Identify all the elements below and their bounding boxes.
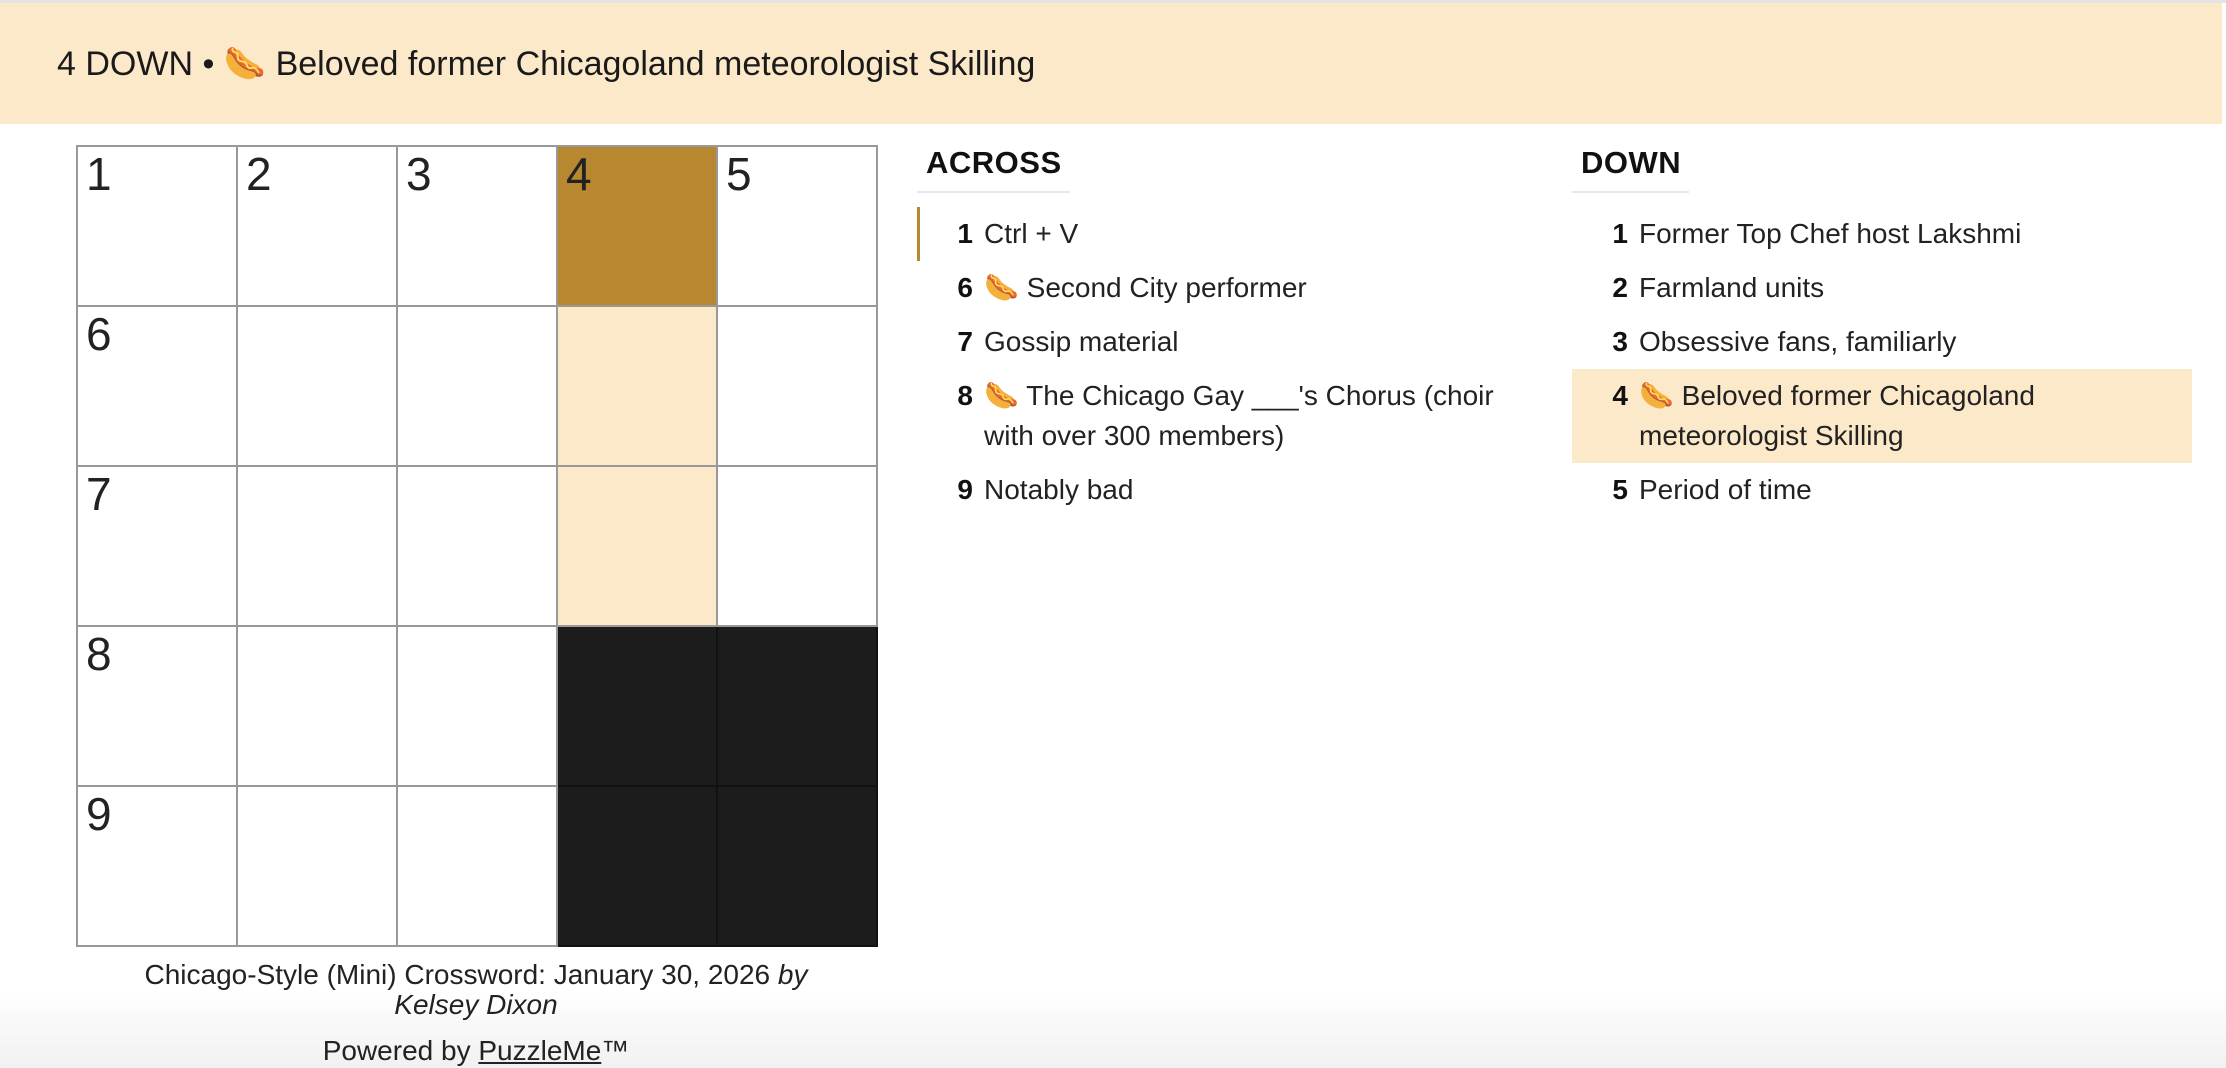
clue-number: 5	[1612, 474, 1628, 505]
top-border	[0, 0, 2226, 3]
cell-number: 7	[86, 468, 112, 520]
cell-number: 8	[86, 628, 112, 680]
clue-text: 🌭 The Chicago Gay ___'s Chorus (choir wi…	[984, 380, 1494, 451]
current-clue-bar: 4 DOWN • 🌭 Beloved former Chicagoland me…	[0, 3, 2222, 124]
current-clue-text: 4 DOWN • 🌭 Beloved former Chicagoland me…	[57, 44, 1036, 83]
grid-cell-r5c3[interactable]	[398, 787, 558, 947]
puzzleme-link[interactable]: PuzzleMe	[478, 1035, 602, 1066]
cell-number: 4	[566, 148, 592, 200]
across-clue-6[interactable]: 6 🌭 Second City performer	[917, 261, 1537, 315]
across-clue-list: 1 Ctrl + V 6 🌭 Second City performer 7 G…	[917, 207, 1537, 517]
clue-number: 8	[957, 380, 973, 411]
clue-text: Gossip material	[984, 326, 1179, 357]
clue-number: 9	[957, 474, 973, 505]
clue-text: 🌭 Beloved former Chicagoland meteorologi…	[1639, 380, 2035, 451]
grid-cell-r2c4[interactable]	[558, 307, 718, 467]
grid-cell-r2c3[interactable]	[398, 307, 558, 467]
grid-cell-r1c3[interactable]: 3	[398, 147, 558, 307]
clue-text: Period of time	[1639, 474, 1812, 505]
down-clue-5[interactable]: 5 Period of time	[1572, 463, 2192, 517]
across-clue-9[interactable]: 9 Notably bad	[917, 463, 1537, 517]
clue-text: Obsessive fans, familiarly	[1639, 326, 1957, 357]
grid-cell-r1c4-selected[interactable]: 4	[558, 147, 718, 307]
clue-number: 2	[1612, 272, 1628, 303]
grid-cell-r3c1[interactable]: 7	[78, 467, 238, 627]
grid-cell-r3c4[interactable]	[558, 467, 718, 627]
across-heading: ACROSS	[917, 145, 1070, 193]
down-clue-3[interactable]: 3 Obsessive fans, familiarly	[1572, 315, 2192, 369]
across-clue-8[interactable]: 8 🌭 The Chicago Gay ___'s Chorus (choir …	[917, 369, 1537, 463]
clue-text: Farmland units	[1639, 272, 1825, 303]
down-clue-4-active[interactable]: 4 🌭 Beloved former Chicagoland meteorolo…	[1572, 369, 2192, 463]
grid-cell-r3c5[interactable]	[718, 467, 878, 627]
clue-number: 4	[1612, 380, 1628, 411]
clue-text: Ctrl + V	[984, 218, 1079, 249]
cell-number: 1	[86, 148, 112, 200]
cell-number: 5	[726, 148, 752, 200]
grid-cell-r4c2[interactable]	[238, 627, 398, 787]
black-cell	[558, 627, 718, 787]
grid-cell-r4c3[interactable]	[398, 627, 558, 787]
grid-cell-r2c2[interactable]	[238, 307, 398, 467]
across-clue-7[interactable]: 7 Gossip material	[917, 315, 1537, 369]
clue-number: 1	[1612, 218, 1628, 249]
cell-number: 2	[246, 148, 272, 200]
byline-by: by	[777, 959, 808, 990]
clue-text: Notably bad	[984, 474, 1134, 505]
grid-cell-r1c1[interactable]: 1	[78, 147, 238, 307]
crossword-grid: 1 2 3 4 5 6 7 8 9	[76, 145, 878, 947]
down-clues-panel: DOWN 1 Former Top Chef host Lakshmi 2 Fa…	[1572, 145, 2192, 517]
clue-number: 1	[957, 218, 973, 249]
grid-cell-r4c1[interactable]: 8	[78, 627, 238, 787]
across-clue-1[interactable]: 1 Ctrl + V	[917, 207, 1537, 261]
clue-text: Former Top Chef host Lakshmi	[1639, 218, 2022, 249]
grid-cell-r1c2[interactable]: 2	[238, 147, 398, 307]
puzzle-caption: Chicago-Style (Mini) Crossword: January …	[76, 960, 876, 1020]
clue-number: 7	[957, 326, 973, 357]
clue-number: 3	[1612, 326, 1628, 357]
trademark: ™	[601, 1035, 630, 1066]
down-clue-2[interactable]: 2 Farmland units	[1572, 261, 2192, 315]
cell-number: 6	[86, 308, 112, 360]
powered-by: Powered by PuzzleMe™	[76, 1035, 876, 1067]
down-clue-1[interactable]: 1 Former Top Chef host Lakshmi	[1572, 207, 2192, 261]
grid-cell-r2c1[interactable]: 6	[78, 307, 238, 467]
black-cell	[718, 787, 878, 947]
down-heading: DOWN	[1572, 145, 1690, 193]
cell-number: 9	[86, 788, 112, 840]
grid-cell-r3c2[interactable]	[238, 467, 398, 627]
down-clue-list: 1 Former Top Chef host Lakshmi 2 Farmlan…	[1572, 207, 2192, 517]
grid-cell-r2c5[interactable]	[718, 307, 878, 467]
black-cell	[718, 627, 878, 787]
grid-cell-r1c5[interactable]: 5	[718, 147, 878, 307]
cell-number: 3	[406, 148, 432, 200]
puzzle-author: Kelsey Dixon	[394, 989, 558, 1020]
grid-cell-r5c1[interactable]: 9	[78, 787, 238, 947]
grid-cell-r3c3[interactable]	[398, 467, 558, 627]
puzzle-title: Chicago-Style (Mini) Crossword: January …	[144, 959, 771, 990]
clue-text: 🌭 Second City performer	[984, 272, 1307, 303]
powered-prefix: Powered by	[322, 1035, 471, 1066]
grid-cell-r5c2[interactable]	[238, 787, 398, 947]
black-cell	[558, 787, 718, 947]
clue-number: 6	[957, 272, 973, 303]
across-clues-panel: ACROSS 1 Ctrl + V 6 🌭 Second City perfor…	[917, 145, 1537, 517]
